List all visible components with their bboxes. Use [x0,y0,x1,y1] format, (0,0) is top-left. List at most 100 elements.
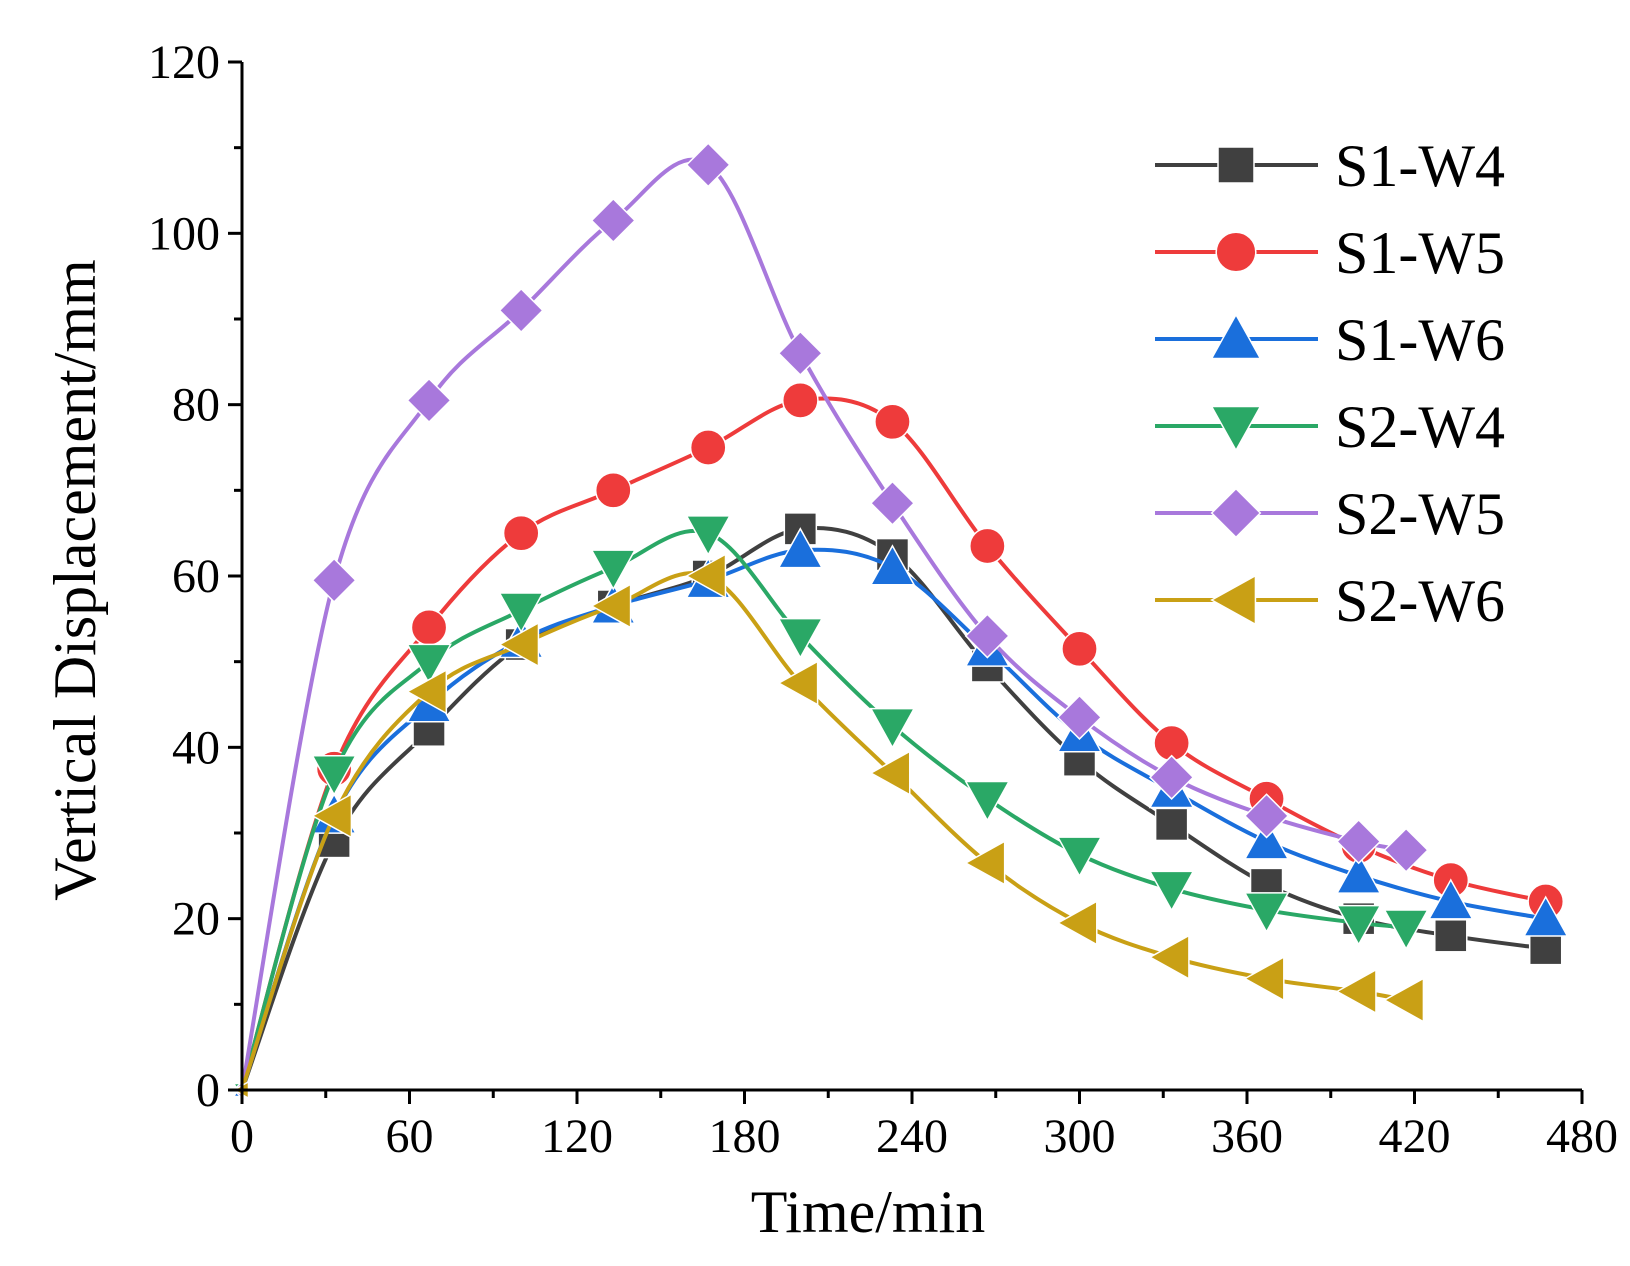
data-point-s1-w6 [1335,852,1382,894]
legend-label-s2-w4: S2-W4 [1335,394,1505,460]
data-point-s2-w6 [405,668,448,715]
data-point-s2-w4 [964,780,1011,822]
data-point-s1-w6 [869,544,916,586]
data-point-s2-w5 [1336,818,1382,865]
data-point-s2-w6 [1056,900,1098,946]
data-point-s1-w4 [1154,807,1189,842]
x-tick-label: 180 [709,1110,781,1163]
data-point-s2-w6 [777,660,819,706]
data-point-s2-w5 [964,613,1011,659]
x-axis-label: Time/min [751,1179,986,1245]
legend-item-s2-w5: S2-W5 [1155,481,1505,547]
x-tick-label: 240 [876,1110,948,1163]
legend: S1-W4 S1-W5 S1-W6 S2-W4 S2-W5 S2-W6 [1155,133,1505,634]
legend-item-s2-w6: S2-W6 [1155,568,1505,634]
y-tick-label: 100 [148,207,220,260]
data-point-s2-w5 [1056,694,1103,741]
data-point-s2-w6 [1335,968,1377,1015]
series-layer [232,142,1569,1100]
data-point-s1-w6 [1427,878,1474,920]
data-point-s1-w6 [777,527,824,569]
legend-marker-s2-w6 [1210,574,1257,626]
y-tick-label: 80 [172,379,220,432]
data-point-s2-w4 [1056,836,1103,878]
data-point-s2-w5 [590,197,636,244]
y-tick-label: 40 [172,721,220,774]
x-tick-label: 120 [541,1110,613,1163]
data-point-s2-w6 [1382,977,1425,1023]
x-tick-label: 360 [1211,1110,1283,1163]
y-tick-label: 120 [148,36,220,89]
legend-label-s1-w6: S1-W6 [1335,307,1505,373]
x-tick-label: 0 [230,1110,254,1163]
data-point-s2-w4 [869,707,916,750]
data-point-s2-w5 [869,480,916,526]
data-point-s1-w5 [594,471,632,509]
data-point-s2-w6 [964,840,1006,886]
data-point-s1-w4 [1434,919,1468,953]
data-point-s2-w4 [777,617,824,660]
data-point-s2-w4 [1148,870,1195,912]
y-tick-label: 20 [172,893,220,946]
data-point-s2-w4 [406,643,452,685]
legend-marker-s2-w5 [1210,487,1262,539]
data-point-s2-w6 [498,621,540,668]
data-point-s2-w5 [1243,793,1290,839]
data-point-s2-w4 [1335,904,1382,947]
data-point-s2-w5 [685,142,731,188]
data-point-s2-w5 [777,330,823,376]
data-point-s2-w4 [1383,909,1429,951]
series-line-s1-w6 [240,547,1547,1091]
legend-marker-s2-w4 [1210,405,1262,452]
data-point-s2-w6 [310,792,353,839]
legend-label-s2-w5: S2-W5 [1335,481,1505,547]
data-point-s2-w5 [1383,827,1429,873]
data-point-s2-w4 [590,549,637,591]
legend-label-s1-w5: S1-W5 [1335,220,1505,286]
data-point-s2-w6 [1148,934,1190,981]
legend-label-s1-w4: S1-W4 [1335,133,1505,199]
data-point-s2-w4 [1243,892,1290,934]
data-point-s2-w6 [869,750,911,796]
legend-item-s2-w4: S2-W4 [1155,394,1505,460]
series-s2-w6 [232,553,1425,1100]
data-point-s2-w4 [685,515,732,557]
data-point-s1-w5 [1061,630,1098,668]
data-point-s2-w5 [311,557,357,603]
data-point-s1-w6 [1522,895,1569,937]
data-point-s2-w5 [1148,754,1195,800]
data-point-s1-w5 [969,527,1006,565]
data-point-s2-w6 [685,553,727,599]
legend-marker-s1-w6 [1210,313,1262,360]
data-point-s2-w4 [311,755,357,797]
data-point-s1-w5 [689,429,727,466]
data-point-s2-w5 [498,287,544,334]
axes: 0 60 120 180 240 300 360 420 480 0 20 40 60 80 100 120 [148,36,1618,1163]
x-tick-label: 420 [1379,1110,1451,1163]
data-point-s2-w6 [590,583,632,629]
data-point-s2-w4 [498,592,545,634]
y-axis-label: Vertical Displacement/mm [42,259,108,900]
legend-item-s1-w5: S1-W5 [1155,220,1505,286]
legend-marker-s1-w5 [1215,231,1257,273]
legend-item-s1-w6: S1-W6 [1155,307,1505,373]
y-tick-label: 0 [196,1064,220,1117]
series-line-s1-w5 [240,396,1547,1091]
data-point-s1-w6 [1243,818,1290,860]
data-point-s1-w5 [874,403,911,441]
legend-label-s2-w6: S2-W6 [1335,568,1505,634]
data-point-s1-w5 [410,609,448,646]
series-s2-w5 [232,142,1429,1100]
data-point-s1-w4 [1528,931,1563,966]
y-tick-label: 60 [172,550,220,603]
x-tick-label: 480 [1546,1110,1618,1163]
data-point-s2-w5 [406,377,452,424]
data-point-s1-w5 [502,514,540,552]
x-tick-label: 60 [386,1110,434,1163]
data-point-s1-w5 [781,382,819,419]
legend-item-s1-w4: S1-W4 [1155,133,1505,199]
data-point-s2-w6 [1243,955,1285,1002]
x-tick-label: 300 [1044,1110,1116,1163]
legend-marker-s1-w4 [1217,146,1255,184]
